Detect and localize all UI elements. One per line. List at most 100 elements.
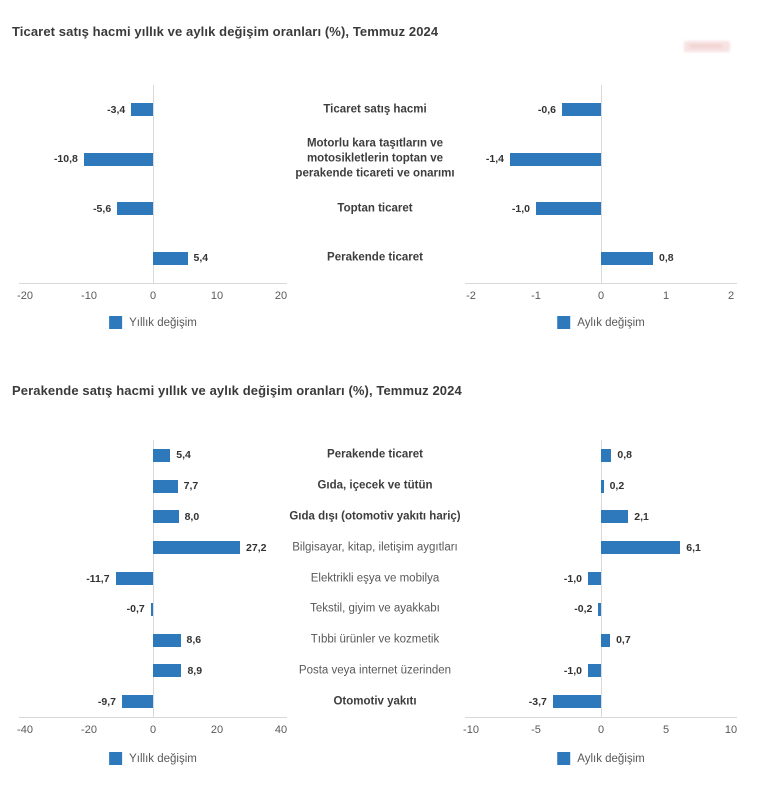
bar <box>153 479 178 493</box>
category-label: Gıda dışı (otomotiv yakıtı hariç) <box>289 510 461 523</box>
bar <box>536 202 601 216</box>
x-axis-tick-label: 1 <box>662 290 670 302</box>
legend-label: Yıllık değişim <box>129 752 197 765</box>
x-axis-tick-label: 0 <box>597 290 605 302</box>
x-axis-tick-label: 20 <box>274 290 288 302</box>
x-axis-tick-label: -5 <box>531 724 541 736</box>
watermark <box>684 41 730 52</box>
category-label: Tekstil, giyim ve ayakkabı <box>310 602 440 615</box>
bar <box>562 103 601 117</box>
x-axis-tick-label: 2 <box>727 290 735 302</box>
bar-value-label: -3,4 <box>107 103 126 116</box>
bar <box>588 572 601 585</box>
x-axis-tick-label: -20 <box>17 290 33 302</box>
bar-value-label: -1,0 <box>563 664 582 677</box>
bar <box>601 479 604 493</box>
legend: Yıllık değişim <box>109 316 197 329</box>
bar-value-label: 6,1 <box>686 541 701 554</box>
bar <box>601 448 612 462</box>
bar <box>131 103 153 117</box>
category-label: Tıbbi ürünler ve kozmetik <box>310 633 440 646</box>
legend: Yıllık değişim <box>109 752 197 765</box>
category-label: Toptan ticaret <box>337 202 413 215</box>
zero-gridline <box>601 440 602 717</box>
bar <box>601 510 629 524</box>
legend-label: Aylık değişim <box>577 752 645 765</box>
bar-value-label: 0,2 <box>609 480 625 493</box>
x-axis-tick-label: 0 <box>149 290 157 302</box>
x-axis-tick-label: -10 <box>81 290 97 302</box>
bar-value-label: 8,9 <box>187 664 203 677</box>
bar <box>115 572 153 585</box>
bar-value-label: 27,2 <box>246 541 267 554</box>
x-axis-tick-label: -2 <box>466 290 476 302</box>
x-axis-tick-label: -20 <box>81 724 97 736</box>
category-label: Ticaret satış hacmi <box>323 103 427 116</box>
category-label: Perakende ticaret <box>327 448 423 461</box>
bar <box>153 633 181 647</box>
category-label: Otomotiv yakıtı <box>333 695 417 708</box>
x-axis-tick-label: 0 <box>597 724 605 736</box>
legend: Aylık değişim <box>557 752 645 765</box>
category-label: Elektrikli eşya ve mobilya <box>310 572 440 585</box>
legend-label: Aylık değişim <box>577 316 645 329</box>
bar <box>117 202 153 216</box>
zero-gridline <box>601 85 602 283</box>
x-axis-tick-label: 20 <box>210 724 224 736</box>
bar-value-label: 8,0 <box>184 510 200 523</box>
bar <box>150 602 153 616</box>
x-axis-tick-label: 10 <box>210 290 224 302</box>
bar-value-label: -3,7 <box>528 695 547 708</box>
legend-swatch <box>109 316 123 329</box>
bar <box>598 602 601 616</box>
x-axis-line <box>19 283 287 284</box>
legend-swatch <box>557 316 571 329</box>
bar-value-label: -11,7 <box>86 572 110 585</box>
bar <box>153 251 188 265</box>
bar <box>83 152 153 166</box>
x-axis-line <box>465 717 737 718</box>
bar-value-label: 0,7 <box>616 634 631 647</box>
bar-value-label: -1,0 <box>511 202 530 215</box>
bar <box>121 695 153 709</box>
bar <box>601 251 653 265</box>
bar-value-label: -1,4 <box>485 153 504 166</box>
bar-value-label: -10,8 <box>53 153 78 166</box>
x-axis-line <box>465 283 737 284</box>
category-label: Posta veya internet üzerinden <box>298 664 452 677</box>
bar-value-label: -1,0 <box>563 572 582 585</box>
category-label: Bilgisayar, kitap, iletişim aygıtları <box>292 541 458 554</box>
legend-label: Yıllık değişim <box>129 316 197 329</box>
x-axis-tick-label: 40 <box>274 724 288 736</box>
bar-value-label: 0,8 <box>617 449 632 462</box>
bar-value-label: 7,7 <box>183 480 199 493</box>
bar-value-label: -0,2 <box>574 603 593 616</box>
x-axis-tick-label: 10 <box>724 724 738 736</box>
bar-value-label: 0,8 <box>659 252 674 265</box>
legend: Aylık değişim <box>557 316 645 329</box>
x-axis-tick-label: -10 <box>463 724 479 736</box>
category-label: Perakende ticaret <box>327 251 423 264</box>
bar-value-label: 8,6 <box>186 634 202 647</box>
x-axis-tick-label: 5 <box>662 724 670 736</box>
bar <box>153 541 241 555</box>
x-axis-tick-label: -1 <box>531 290 541 302</box>
bar-value-label: -9,7 <box>97 695 116 708</box>
category-label: Gıda, içecek ve tütün <box>317 479 433 492</box>
x-axis-tick-label: 0 <box>149 724 157 736</box>
chart-title-retail: Perakende satış hacmi yıllık ve aylık de… <box>12 383 462 398</box>
bar <box>153 448 171 462</box>
zero-gridline <box>153 85 154 283</box>
bar-value-label: -5,6 <box>93 202 112 215</box>
category-label: Motorlu kara taşıtların ve motosikletler… <box>295 137 455 180</box>
bar <box>153 664 182 678</box>
legend-swatch <box>557 752 571 765</box>
bar-value-label: -0,6 <box>537 103 556 116</box>
zero-gridline <box>153 440 154 717</box>
bar-value-label: 2,1 <box>634 510 649 523</box>
bar-value-label: 5,4 <box>193 252 209 265</box>
bar-value-label: 5,4 <box>176 449 191 462</box>
bar <box>588 664 601 678</box>
x-axis-line <box>19 717 287 718</box>
